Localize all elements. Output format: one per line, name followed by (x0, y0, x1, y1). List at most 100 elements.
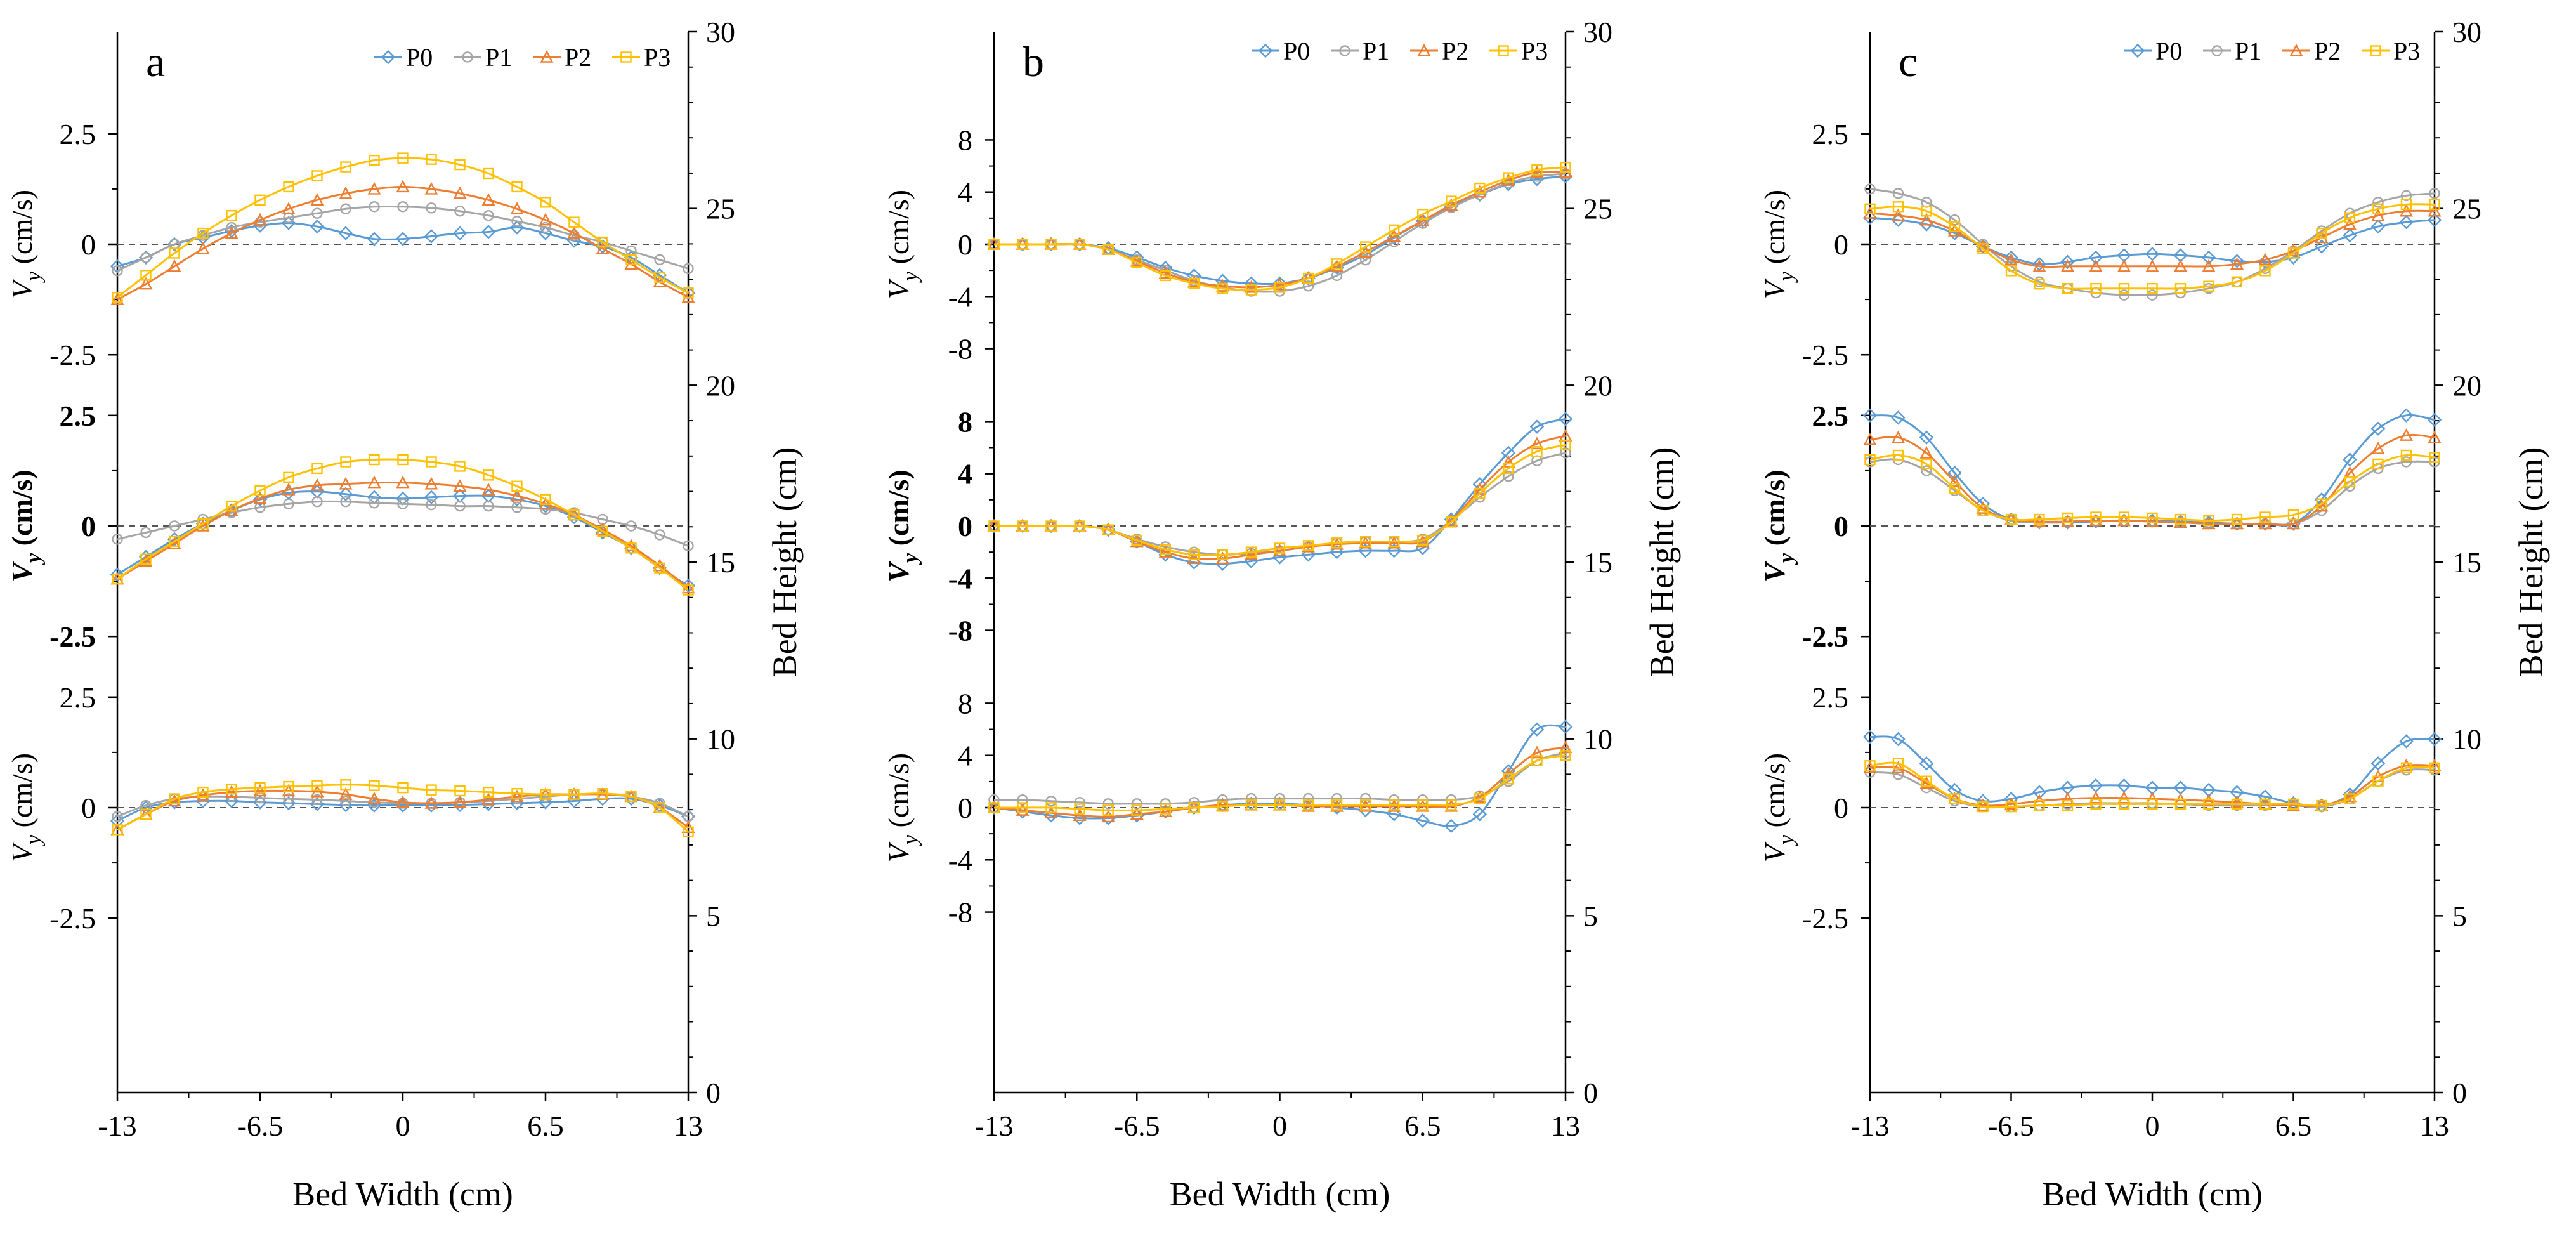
marker-p1 (654, 529, 665, 541)
y-axis-title-symbol: V (6, 278, 38, 299)
marker-p3 (1560, 750, 1571, 761)
subplot-2: -8 -4 0 4 8 Vy (cm/s) (882, 405, 1573, 647)
y-tick-label: 0 (958, 792, 972, 824)
marker-p3 (1302, 540, 1314, 551)
marker-p0 (481, 225, 496, 239)
marker-p3 (2287, 509, 2299, 521)
series-line-p2 (117, 481, 689, 589)
marker-p3 (2005, 265, 2017, 277)
marker-p2 (310, 478, 324, 491)
y-tick-label: -4 (948, 844, 972, 876)
marker-p2 (2032, 514, 2046, 527)
marker-p3 (1188, 278, 1200, 289)
marker-p3 (2400, 199, 2412, 210)
marker-p3 (226, 784, 237, 795)
marker-p3 (1531, 446, 1543, 457)
y-tick-label: 2.5 (1812, 118, 1849, 150)
marker-p0 (1529, 722, 1545, 737)
marker-p0 (1891, 732, 1906, 747)
marker-p3 (2344, 476, 2356, 488)
panel-b: -13 -6.5 0 6.5 13 Bed Width (cm) 0 5 10 15 20 25 30 B… (882, 16, 1681, 1213)
marker-p2 (167, 259, 181, 272)
marker-p2 (2061, 792, 2074, 804)
series-line-p2 (117, 185, 689, 301)
marker-p3 (483, 469, 494, 481)
marker-p3 (2316, 498, 2327, 509)
marker-p3 (1217, 549, 1229, 560)
marker-p1 (1302, 280, 1314, 292)
y-axis-title-unit: (cm/s) (1758, 469, 1791, 553)
marker-p1 (454, 206, 466, 217)
marker-p1 (112, 811, 123, 822)
y-axis-title-subscript: y (899, 271, 922, 283)
marker-p3 (2034, 513, 2045, 525)
marker-p2 (1416, 213, 1430, 226)
marker-p0 (1529, 419, 1545, 434)
marker-p3 (2034, 279, 2045, 290)
marker-p3 (2174, 798, 2187, 810)
marker-p2 (367, 792, 381, 804)
marker-p3 (1045, 520, 1057, 532)
marker-p3 (511, 480, 523, 492)
y-tick-label: -4 (948, 280, 972, 313)
marker-p3 (1864, 203, 1876, 214)
marker-p2 (596, 241, 610, 254)
marker-p2 (253, 491, 267, 504)
marker-p3 (1131, 257, 1142, 268)
series-line-p3 (994, 166, 1566, 291)
marker-p3 (988, 239, 1000, 250)
marker-p3 (2372, 458, 2384, 470)
legend-label-p2: P2 (565, 43, 591, 72)
marker-p1 (369, 497, 380, 509)
marker-p0 (1387, 230, 1401, 245)
marker-p3 (1359, 535, 1371, 548)
right-tick-label: 20 (2452, 369, 2481, 402)
y-axis-title-subscript: y (22, 271, 46, 283)
marker-p1 (397, 498, 409, 509)
marker-p3 (226, 500, 237, 512)
legend-label-p1: P1 (485, 43, 512, 72)
marker-p1 (340, 203, 351, 214)
marker-p3 (1474, 487, 1486, 499)
legend-label-p1: P1 (2235, 37, 2261, 65)
marker-p2 (2061, 259, 2074, 272)
y-tick-label: 8 (958, 124, 972, 156)
marker-p3 (1864, 454, 1876, 466)
y-tick-label: -2.5 (49, 902, 96, 935)
y-axis-title-unit: (cm/s) (6, 190, 38, 272)
marker-p2 (2174, 515, 2187, 528)
marker-p3 (2147, 512, 2158, 524)
y-axis-title-subscript: y (899, 553, 922, 565)
marker-p3 (2118, 798, 2130, 810)
marker-p3 (1331, 258, 1343, 270)
marker-p3 (2231, 513, 2243, 525)
marker-p3 (1949, 793, 1961, 804)
marker-p1 (140, 527, 152, 539)
y-tick-label: 0 (81, 510, 96, 542)
marker-p3 (2316, 227, 2327, 239)
marker-p2 (1948, 475, 1961, 488)
marker-p3 (540, 494, 551, 505)
marker-p2 (1073, 808, 1087, 822)
marker-p2 (567, 226, 581, 239)
y-tick-label: 4 (958, 458, 972, 490)
x-tick-label: 0 (396, 1110, 410, 1142)
marker-p1 (311, 207, 323, 219)
right-tick-label: 25 (2452, 193, 2481, 225)
y-axis-title-subscript: y (22, 553, 46, 565)
marker-p1 (311, 496, 323, 508)
y-axis-title-symbol: V (6, 561, 38, 582)
marker-p3 (311, 780, 323, 791)
marker-p2 (2400, 758, 2413, 771)
y-tick-label: -8 (948, 615, 972, 647)
x-tick-label: 13 (1551, 1110, 1580, 1142)
marker-p3 (625, 542, 637, 554)
marker-p3 (2400, 449, 2412, 461)
marker-p2 (424, 181, 438, 195)
marker-p0 (2230, 254, 2244, 268)
marker-p3 (1388, 535, 1400, 548)
marker-p3 (1160, 270, 1172, 282)
marker-p0 (367, 232, 382, 246)
marker-p3 (283, 471, 294, 483)
marker-p3 (369, 780, 380, 791)
